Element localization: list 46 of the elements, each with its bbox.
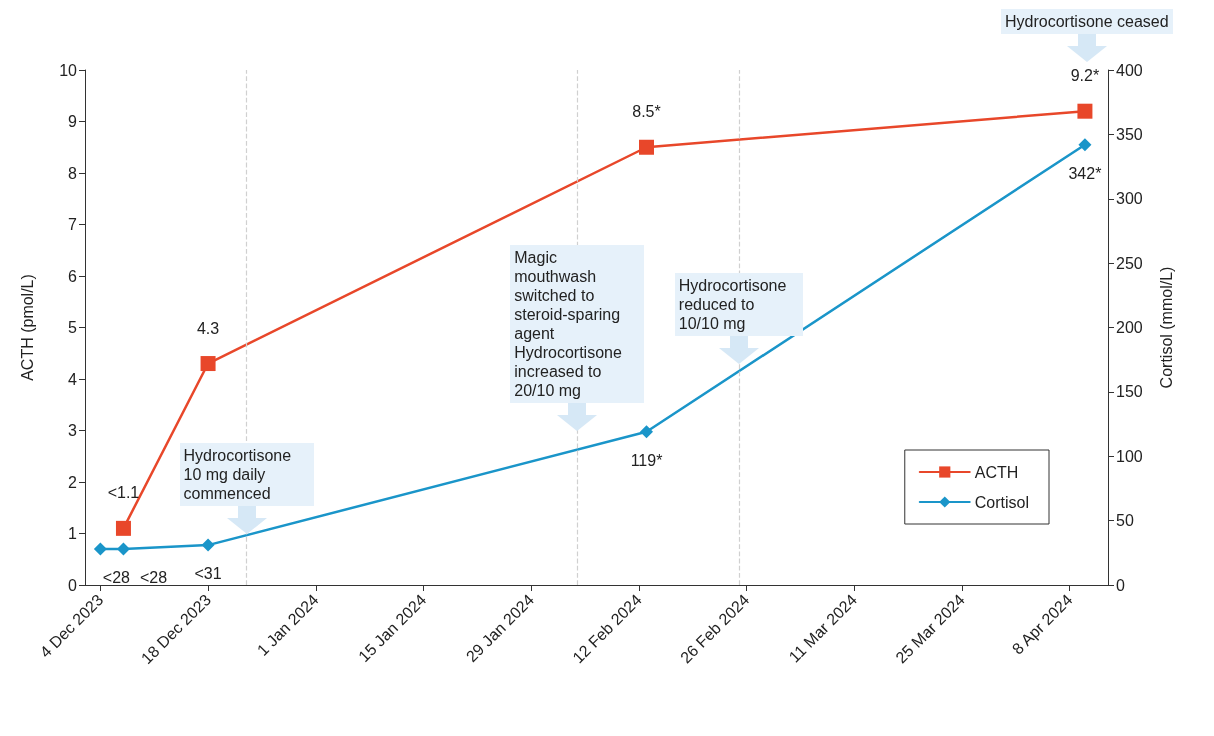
y-tick-label: 4 — [68, 370, 78, 388]
y2-tick-label: 50 — [1116, 512, 1134, 530]
annotation: Magic mouthwash switched to steroid-sparing agent Hydrocortisone increased to 20/10 mg — [510, 244, 645, 403]
y-tick-label: 7 — [68, 216, 78, 233]
y-tick-label: 2 — [68, 473, 78, 491]
y-tick-label: 0 — [68, 576, 78, 594]
y-tick-label: 5 — [68, 319, 78, 336]
y-axis-title: ACTH (pmol/L) — [18, 274, 36, 381]
data-label: <1.1 — [107, 484, 140, 502]
y2-tick-label: 400 — [1116, 61, 1143, 79]
point — [1077, 103, 1093, 119]
data-label: 8.5* — [632, 103, 661, 121]
y-tick-label: 9 — [68, 113, 78, 130]
data-label: 4.3 — [196, 319, 220, 337]
y2-tick-label: 350 — [1116, 125, 1143, 143]
y-tick-label: 10 — [59, 61, 78, 79]
point — [93, 542, 107, 556]
data-label: <31 — [194, 565, 222, 583]
y2-tick-label: 250 — [1116, 254, 1143, 272]
data-label: 9.2* — [1070, 67, 1100, 85]
y2-tick-label: 100 — [1116, 447, 1143, 465]
y-tick-label: 8 — [68, 164, 78, 182]
point — [115, 520, 131, 536]
y2-tick-label: 200 — [1116, 319, 1143, 336]
point — [201, 538, 215, 552]
annotation: Hydrocortisone 10 mg daily commenced — [179, 442, 314, 506]
text: Hydrocortisone ceased — [1001, 9, 1173, 34]
y-tick-label: 3 — [68, 422, 78, 439]
y-tick-label: 6 — [68, 267, 78, 285]
point — [1078, 138, 1092, 152]
annotation: Hydrocortisone reduced to 10/10 mg — [674, 272, 803, 336]
point — [640, 425, 653, 439]
point — [200, 356, 216, 372]
point — [639, 139, 654, 155]
legend-label: Cortisol — [974, 493, 1029, 511]
y2-tick-label: 150 — [1116, 383, 1143, 401]
y2-tick-label: 300 — [1116, 190, 1143, 208]
y-tick-label: 1 — [68, 525, 78, 542]
point — [116, 542, 130, 556]
y2-tick-label: 0 — [1116, 576, 1125, 594]
data-label: 119* — [630, 451, 663, 469]
data-label: 342* — [1068, 164, 1102, 182]
legend-label: ACTH — [974, 463, 1019, 481]
y2-axis-title: Cortisol (mmol/L) — [1157, 266, 1175, 389]
data-label: <28 — [102, 568, 131, 586]
data-label: <28 — [139, 568, 168, 586]
